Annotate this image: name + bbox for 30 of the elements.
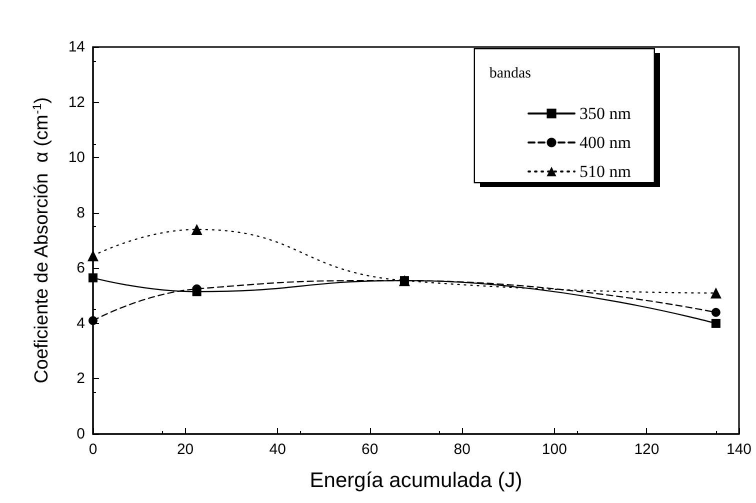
y-tick-label: 0	[76, 426, 85, 442]
x-tick-label: 40	[269, 441, 286, 458]
y-tick-label: 4	[76, 314, 85, 332]
y-axis-title: Coeficiente de Absorción α (cm-1)	[30, 97, 52, 384]
x-tick-label: 120	[634, 441, 660, 458]
y-tick-label: 8	[76, 204, 85, 222]
point	[88, 273, 98, 282]
legend-title: bandas	[489, 66, 532, 82]
point	[88, 250, 98, 262]
point	[192, 287, 202, 296]
point	[711, 318, 720, 328]
legend-label: 400 nm	[580, 133, 632, 152]
x-tick-label: 80	[454, 441, 470, 458]
point	[710, 288, 722, 299]
x-tick-label: 20	[176, 441, 194, 458]
y-tick-label: 14	[68, 38, 85, 56]
legend-label: 350 nm	[580, 104, 632, 123]
y-tick-label: 10	[68, 149, 85, 166]
y-tick-label: 6	[76, 260, 85, 277]
x-tick-label: 100	[542, 441, 567, 458]
y-tick-label: 2	[76, 370, 85, 388]
point	[88, 316, 98, 326]
point	[711, 308, 720, 317]
legend-label: 510 nm	[580, 162, 632, 181]
x-tick-label: 60	[362, 441, 378, 458]
x-axis-title: Energía acumulada (J)	[310, 469, 522, 492]
x-tick-label: 140	[726, 441, 752, 458]
x-tick-label: 0	[88, 441, 98, 458]
y-tick-label: 12	[68, 94, 85, 111]
point	[191, 224, 202, 235]
